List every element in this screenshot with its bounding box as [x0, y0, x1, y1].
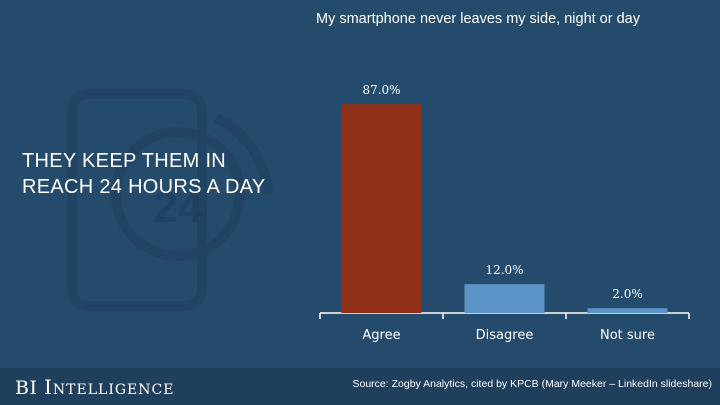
bar-disagree: [464, 284, 545, 313]
x-tick-label: Not sure: [600, 328, 655, 343]
bar-agree: [341, 104, 422, 313]
x-tick-label: Disagree: [476, 328, 534, 343]
data-label: 12.0%: [485, 263, 523, 277]
source-note: Source: Zogby Analytics, cited by KPCB (…: [352, 378, 713, 390]
bar-not-sure: [587, 308, 668, 313]
chart-title: My smartphone never leaves my side, nigh…: [316, 11, 640, 27]
x-tick-label: Agree: [362, 328, 400, 343]
data-label: 87.0%: [362, 83, 400, 97]
logo-prefix: BI: [15, 377, 38, 399]
bg-24-text: 24: [154, 183, 203, 232]
bar-chart: 87.0% Agree 12.0% Disagree 2.0% Not sure: [319, 83, 690, 343]
bi-intelligence-logo: BI Intelligence: [15, 375, 174, 399]
footer-bar: [0, 368, 720, 405]
smartphone-24-hours-icon: 24: [67, 89, 273, 311]
data-label: 2.0%: [612, 287, 643, 301]
logo-name: Intelligence: [44, 375, 175, 399]
headline: THEY KEEP THEM IN REACH 24 HOURS A DAY: [22, 150, 266, 198]
